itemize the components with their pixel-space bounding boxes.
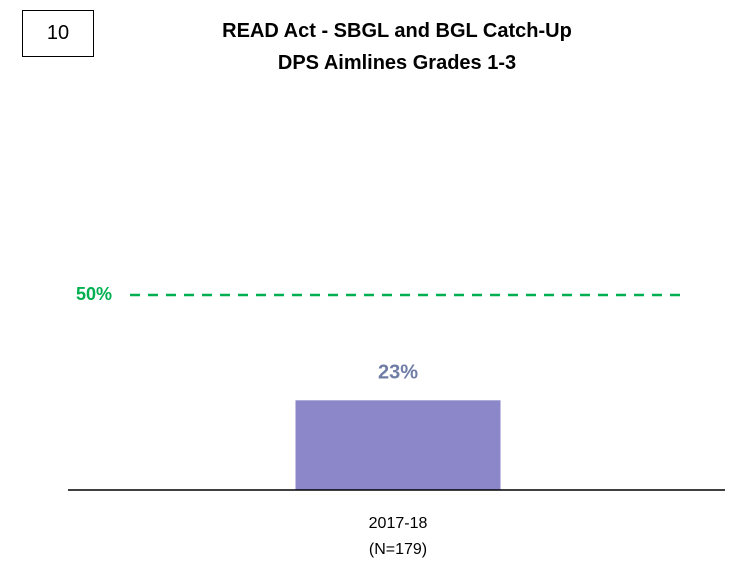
- chart-subtitle: DPS Aimlines Grades 1-3: [277, 52, 517, 74]
- bar: [295, 400, 501, 490]
- value-label: 23%: [378, 362, 418, 384]
- reference-label: 50%: [76, 284, 112, 304]
- chart-title: READ Act - SBGL and BGL Catch-Up: [222, 20, 572, 42]
- x-tick-label: 2017-18 (N=179): [368, 515, 428, 558]
- slide-number: 10: [22, 10, 94, 57]
